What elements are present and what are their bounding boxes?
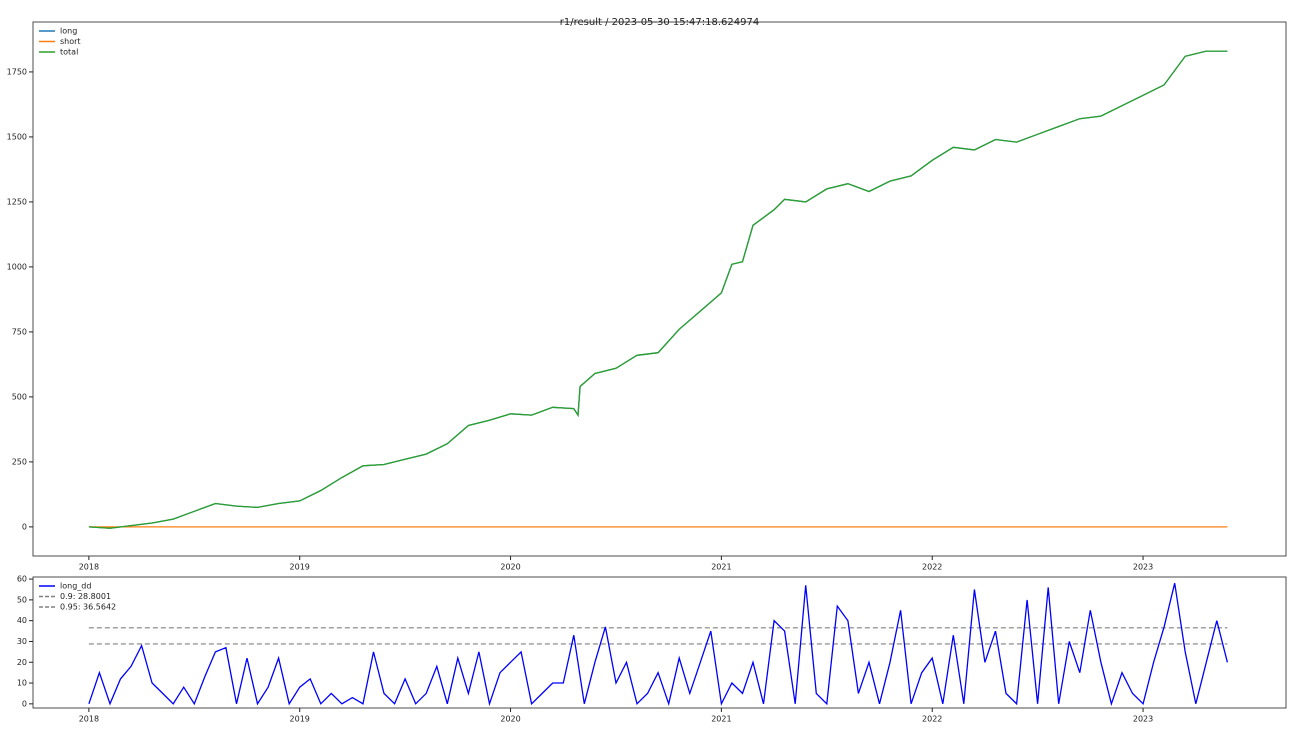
y-tick-label: 500 [12,392,27,401]
y-tick-label: 10 [17,679,27,688]
y-tick-label: 30 [17,637,27,646]
y-tick-label: 0 [22,699,27,708]
legend-label: short [60,37,81,46]
legend-label: long [60,27,77,36]
x-tick-label: 2021 [711,715,731,724]
series-line [88,50,1228,529]
x-tick-label: 2022 [922,563,942,572]
x-tick-label: 2020 [500,715,520,724]
plot-frame [32,576,1287,709]
x-tick-label: 2018 [79,563,99,572]
series-line [88,50,1228,529]
y-tick-label: 50 [17,595,27,604]
y-tick-label: 20 [17,658,27,667]
y-tick-label: 1750 [7,67,27,76]
series-line [88,583,1229,707]
x-tick-label: 2019 [290,715,310,724]
x-tick-label: 2020 [500,563,520,572]
x-tick-label: 2018 [79,715,99,724]
plot-frame [32,21,1287,557]
x-tick-label: 2023 [1133,715,1153,724]
chart-title: r1/result / 2023-05-30 15:47:18.624974 [560,17,759,28]
x-tick-label: 2019 [290,563,310,572]
y-tick-label: 1250 [7,197,27,206]
y-tick-label: 250 [12,457,27,466]
x-tick-label: 2023 [1133,563,1153,572]
y-tick-label: 40 [17,616,27,625]
y-tick-label: 1000 [7,262,27,271]
x-tick-label: 2021 [711,563,731,572]
legend-label: long_dd [60,582,91,591]
y-tick-label: 750 [12,327,27,336]
legend-label: 0.9: 28.8001 [60,592,111,601]
y-tick-label: 60 [17,575,27,584]
legend-label: 0.95: 36.5642 [60,603,116,612]
x-tick-label: 2022 [922,715,942,724]
y-tick-label: 1500 [7,132,27,141]
y-tick-label: 0 [22,522,27,531]
legend-label: total [60,48,78,57]
